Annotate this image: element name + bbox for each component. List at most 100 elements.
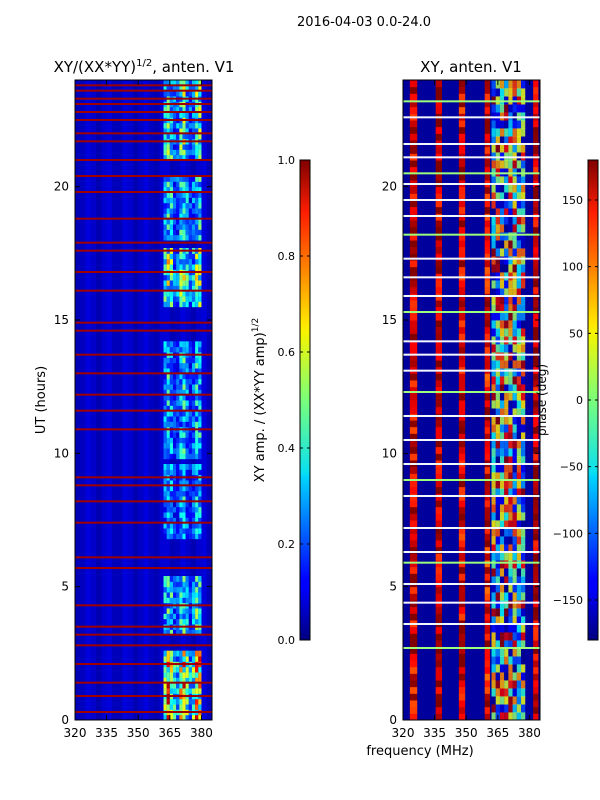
left-band-cell	[179, 122, 183, 129]
left-band-cell	[179, 656, 183, 662]
right-noise-cell	[499, 512, 505, 521]
right-stripe-cell	[435, 606, 442, 614]
left-band-cell	[198, 186, 202, 193]
left-band-cell	[195, 85, 199, 92]
left-band-cell	[198, 296, 202, 302]
right-noise-cell	[495, 208, 500, 217]
left-band-cell	[173, 296, 177, 302]
right-noise-cell	[491, 376, 496, 385]
right-stripe-cell	[484, 666, 490, 674]
right-noise-cell	[499, 552, 505, 561]
right-stripe-cell	[458, 613, 466, 621]
right-noise-cell	[508, 632, 513, 641]
right-noise-cell	[516, 136, 522, 145]
right-noise-cell	[512, 600, 517, 609]
right-noise-cell	[491, 104, 496, 113]
left-band-cell	[176, 613, 180, 620]
right-noise-cell	[508, 512, 513, 521]
left-band-cell	[169, 128, 174, 134]
right-noise-cell	[495, 328, 500, 337]
left-band-cell	[163, 122, 167, 129]
right-stripe-cell	[409, 426, 418, 434]
right-noise-cell	[508, 264, 513, 273]
right-noise-cell	[521, 416, 526, 425]
right-noise-cell	[508, 352, 513, 361]
left-band-cell	[166, 698, 170, 705]
left-band-cell	[198, 682, 202, 689]
left-band-cell	[179, 618, 183, 625]
right-noise-cell	[491, 192, 496, 201]
right-stripe-cell	[533, 480, 539, 488]
left-band-cell	[195, 490, 199, 497]
left-band-cell	[166, 432, 170, 438]
right-noise-cell	[508, 120, 513, 129]
left-band-cell	[173, 186, 177, 193]
left-band-cell	[179, 128, 183, 134]
right-noise-cell	[495, 304, 500, 313]
right-noise-cell	[504, 384, 509, 393]
left-band-cell	[179, 698, 183, 705]
right-noise-cell	[491, 352, 496, 361]
right-noise-cell	[512, 576, 517, 585]
right-stripe-cell	[435, 186, 442, 194]
right-noise-cell	[512, 456, 517, 465]
right-noise-cell	[521, 480, 526, 489]
right-x-tick-label: 335	[423, 726, 446, 740]
left-band-cell	[185, 688, 189, 694]
right-noise-cell	[521, 576, 526, 585]
left-band-cell	[176, 122, 180, 129]
right-flagged-row	[403, 439, 540, 441]
left-band-cell	[182, 394, 186, 401]
left-band-cell	[176, 656, 180, 662]
left-band-cell	[185, 357, 189, 364]
right-stripe-cell	[533, 680, 539, 688]
left-band-cell	[195, 517, 199, 524]
right-noise-cell	[508, 672, 513, 681]
left-band-cell	[166, 437, 170, 444]
left-band-cell	[173, 213, 177, 220]
left-band-cell	[163, 234, 167, 241]
right-noise-cell	[521, 136, 526, 145]
right-stripe-cell	[409, 286, 418, 294]
right-stripe-cell	[484, 233, 490, 241]
left-colorbar-tick-label: 0.8	[278, 250, 296, 263]
left-band-cell	[191, 341, 196, 348]
left-band-cell	[191, 666, 196, 673]
left-band-cell	[163, 368, 167, 374]
left-band-cell	[198, 592, 202, 598]
right-stripe-cell	[409, 533, 418, 541]
right-noise-cell	[495, 88, 500, 97]
left-flagged-row	[75, 329, 212, 332]
left-band-cell	[179, 714, 183, 720]
right-stripe-cell	[435, 220, 442, 228]
left-band-cell	[176, 405, 180, 412]
left-band-cell	[169, 656, 174, 662]
right-stripe-cell	[533, 226, 539, 234]
left-band-cell	[198, 389, 202, 396]
right-stripe-cell	[533, 126, 539, 134]
left-band-cell	[185, 506, 189, 513]
left-flagged-row	[75, 271, 212, 273]
right-noise-cell	[495, 472, 500, 481]
right-noise-cell	[521, 688, 526, 697]
left-band-cell	[173, 586, 177, 593]
left-band-cell	[179, 378, 183, 385]
right-noise-cell	[495, 632, 500, 641]
left-band-cell	[188, 384, 192, 390]
left-band-cell	[191, 280, 196, 286]
left-band-cell	[191, 522, 196, 529]
left-band-cell	[195, 448, 199, 454]
left-band-cell	[166, 106, 170, 113]
right-noise-cell	[499, 88, 505, 97]
left-band-cell	[163, 629, 167, 636]
left-band-cell	[163, 346, 167, 353]
left-band-cell	[182, 682, 186, 689]
right-noise-cell	[508, 192, 513, 201]
left-band-cell	[176, 128, 180, 134]
left-band-cell	[185, 698, 189, 705]
right-noise-cell	[499, 704, 505, 713]
left-band-cell	[166, 666, 170, 673]
left-band-cell	[188, 202, 192, 209]
right-x-tick-label: 350	[455, 726, 478, 740]
left-band-cell	[176, 144, 180, 150]
